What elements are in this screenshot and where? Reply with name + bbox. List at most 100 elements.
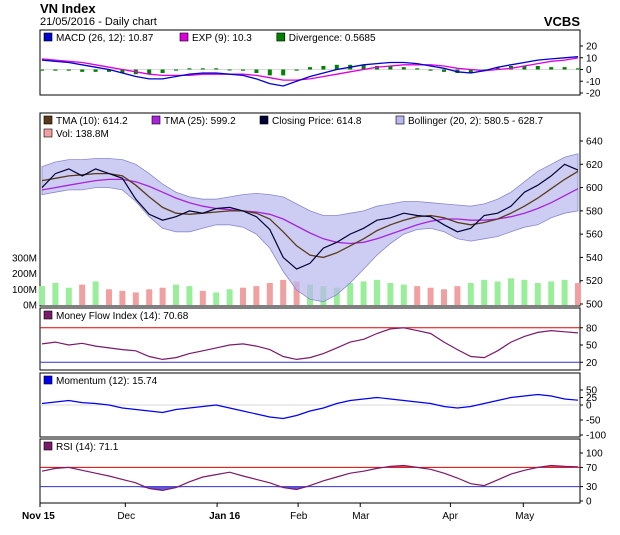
divergence-bar — [361, 64, 366, 70]
divergence-bar — [294, 69, 299, 71]
tma10-legend-swatch — [43, 115, 53, 125]
volume-bar — [360, 281, 367, 305]
bollinger-legend-swatch — [395, 115, 405, 125]
volume-bar — [441, 289, 447, 305]
x-tick-label: Mar — [352, 511, 370, 522]
divergence-bar — [535, 65, 540, 70]
momentum-legend-label: Momentum (12): 15.74 — [56, 376, 158, 387]
close-legend-swatch — [259, 115, 269, 125]
divergence-bar — [187, 68, 192, 70]
volume-bar — [92, 281, 99, 305]
volume-bar — [106, 289, 112, 305]
macd-tick-label: 10 — [586, 53, 598, 64]
divergence-bar — [562, 67, 567, 70]
rsi-panel-frame — [39, 438, 581, 504]
divergence-bar — [388, 65, 393, 70]
volume-bar — [65, 287, 72, 305]
divergence-bar — [214, 68, 219, 70]
divergence-bar — [93, 69, 98, 72]
bollinger-legend-label: Bollinger (20, 2): 580.5 - 628.7 — [408, 116, 544, 127]
volume-bar — [400, 284, 407, 305]
divergence-bar — [428, 69, 433, 71]
price-tick-label: 560 — [586, 230, 603, 241]
divergence-bar — [160, 69, 165, 74]
divergence-bar — [495, 67, 500, 70]
volume-bar — [534, 283, 541, 305]
macd-tick-label: -10 — [586, 77, 601, 88]
momentum-tick-label: 25 — [586, 393, 598, 404]
macd-tick-label: -20 — [586, 89, 601, 100]
tma10-line — [41, 170, 579, 259]
volume-bar — [52, 283, 59, 305]
momentum-tick-label: 50 — [586, 386, 598, 397]
mfi-legend-label: Money Flow Index (14): 70.68 — [56, 311, 189, 322]
divergence-bar — [401, 67, 406, 70]
volume-bar — [39, 286, 45, 305]
price-tick-label: 520 — [586, 276, 603, 287]
chart-subtitle: 21/05/2016 - Daily chart — [40, 16, 157, 28]
tma25-line — [41, 178, 579, 245]
x-tick-label: Jan 16 — [209, 511, 241, 522]
macd-legend-swatch — [43, 32, 53, 42]
divergence-bar — [576, 68, 580, 70]
volume-bar — [79, 284, 86, 305]
volume-bar — [561, 279, 568, 305]
volume-bar — [146, 289, 153, 305]
vol_down-legend-swatch — [43, 128, 53, 138]
divergence-bar — [281, 69, 286, 76]
volume-bar — [548, 281, 555, 305]
volume-bar — [159, 287, 166, 305]
volume-bar — [575, 283, 581, 305]
chart-source: VCBS — [543, 14, 580, 29]
divergence-bar — [147, 69, 152, 75]
tma25-legend-swatch — [151, 115, 161, 125]
price-tick-label: 580 — [586, 206, 603, 217]
volume-tick-label: 100M — [12, 285, 37, 296]
x-tick-label: Dec — [117, 511, 135, 522]
momentum-legend-swatch — [43, 375, 53, 385]
momentum-tick-label: -100 — [586, 431, 606, 442]
tma25-legend-label: TMA (25): 599.2 — [164, 116, 236, 127]
chart-title: VN Index — [40, 1, 96, 16]
mfi-tick-label: 20 — [586, 358, 598, 369]
bollinger-band — [41, 153, 579, 303]
rsi-tick-label: 100 — [586, 449, 603, 460]
divergence-bar — [80, 69, 85, 72]
exp-legend-label: EXP (9): 10.3 — [192, 33, 252, 44]
divergence-bar — [549, 67, 554, 70]
close-legend-label: Closing Price: 614.8 — [272, 116, 362, 127]
rsi-legend-swatch — [43, 441, 53, 451]
divergence-bar — [468, 69, 473, 74]
divergence-bar — [308, 67, 312, 70]
mfi-panel-frame — [39, 307, 581, 371]
divergence-bar — [254, 69, 259, 74]
volume-bar — [454, 286, 461, 305]
momentum-line — [41, 393, 579, 420]
momentum-tick-label: 0 — [586, 401, 592, 412]
volume-bar — [508, 278, 514, 305]
x-tick-label: Nov 15 — [22, 511, 55, 522]
volume-bar — [293, 281, 300, 305]
volume-bar — [266, 283, 273, 305]
macd-line — [41, 55, 579, 87]
macd-tick-label: 0 — [586, 65, 592, 76]
volume-bar — [253, 286, 260, 305]
volume-bar — [173, 284, 179, 305]
divergence-legend-label: Divergence: 0.5685 — [289, 33, 376, 44]
divergence-bar — [120, 69, 125, 74]
price-tick-label: 500 — [586, 300, 603, 311]
mfi-tick-label: 80 — [586, 323, 598, 334]
rsi-line — [41, 464, 579, 492]
volume-bar — [374, 279, 380, 305]
volume-bar — [494, 281, 501, 305]
volume-bar — [240, 287, 246, 305]
volume-bar — [414, 286, 421, 305]
divergence-bar — [267, 69, 272, 76]
divergence-bar — [334, 64, 339, 70]
divergence-bar — [53, 69, 58, 71]
volume-bar — [467, 283, 474, 305]
volume-bar — [132, 292, 139, 305]
price-tick-label: 620 — [586, 160, 603, 171]
volume-tick-label: 200M — [12, 269, 37, 280]
divergence-legend-swatch — [276, 32, 286, 42]
